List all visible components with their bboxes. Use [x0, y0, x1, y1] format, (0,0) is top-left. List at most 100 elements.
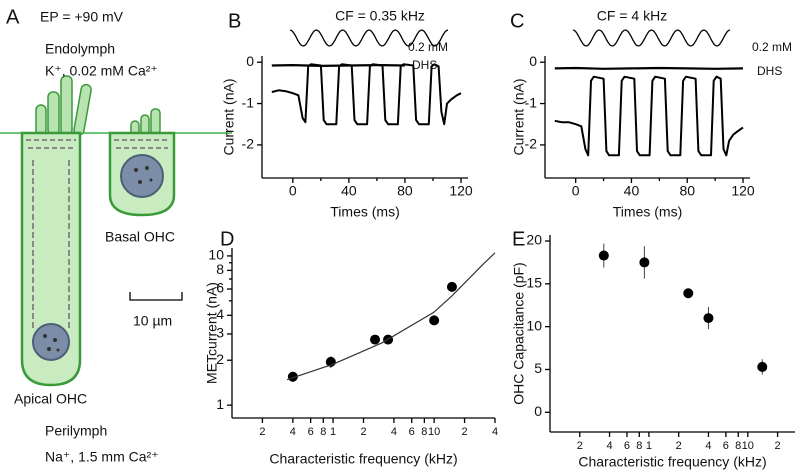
y-tick-label: 10: [526, 317, 542, 333]
x-tick-label: 2: [775, 440, 781, 452]
scale-label: 10 µm: [133, 313, 172, 329]
current-trace: [554, 75, 744, 157]
x-tick-label: 8: [636, 440, 642, 452]
y-tick-label: 6: [216, 280, 224, 296]
cuticular-plate: [114, 139, 170, 149]
annotation: 0.2 mM: [408, 40, 448, 54]
annotation: 0.2 mM: [752, 40, 792, 54]
panel-label: C: [510, 10, 524, 32]
apical-label: Apical OHC: [14, 391, 87, 407]
y-tick-label: 5: [534, 360, 542, 376]
x-tick-label: 4: [391, 426, 397, 438]
x-tick-label: 80: [679, 183, 695, 199]
data-point: [370, 334, 381, 345]
x-tick-label: 4: [492, 426, 498, 438]
panel-label: E: [512, 228, 525, 250]
x-tick-label: 2: [577, 440, 583, 452]
x-axis-label: Times (ms): [613, 204, 682, 220]
x-tick-label: 8: [320, 426, 326, 438]
dhs-trace: [554, 66, 744, 70]
x-tick-label: 1: [330, 426, 336, 438]
y-tick-label: 15: [526, 275, 542, 291]
y-tick-label: 2: [216, 351, 224, 367]
x-tick-label: 6: [409, 426, 415, 438]
fit-line: [286, 252, 496, 381]
y-tick-label: 0: [534, 403, 542, 419]
y-axis-label: METcurrent (nA): [204, 282, 220, 384]
data-point: [683, 288, 694, 299]
x-tick-label: 8: [735, 440, 741, 452]
y-tick-label: 10: [208, 247, 224, 263]
y-tick-label: 0: [529, 53, 537, 69]
x-axis-label: Characteristic frequency (kHz): [578, 454, 766, 470]
data-point: [639, 257, 650, 268]
panel-label: B: [228, 10, 241, 32]
stimulus: [572, 29, 731, 47]
x-tick-label: 2: [462, 426, 468, 438]
y-tick-label: 3: [216, 325, 224, 341]
x-tick-label: 10: [428, 426, 440, 438]
panel-label: A: [6, 6, 20, 28]
perilymph-ions: Na⁺, 1.5 mm Ca²⁺: [45, 449, 159, 465]
y-tick-label: 4: [216, 306, 224, 322]
y-tick-label: -2: [242, 136, 255, 152]
y-tick-label: -2: [525, 136, 538, 152]
dhs-trace: [271, 63, 405, 67]
x-tick-label: 1: [646, 440, 652, 452]
panel-title: CF = 4 kHz: [597, 8, 667, 24]
data-point: [703, 313, 714, 324]
data-point: [757, 361, 768, 372]
x-tick-label: 40: [341, 183, 357, 199]
apical-nucleus: [32, 323, 70, 361]
x-tick-label: 2: [360, 426, 366, 438]
data-point: [287, 371, 298, 382]
data-point: [598, 250, 609, 261]
y-tick-label: 0: [246, 53, 254, 69]
y-axis-label: Current (nA): [221, 78, 237, 155]
basal-label: Basal OHC: [105, 229, 175, 245]
x-tick-label: 8: [421, 426, 427, 438]
y-tick-label: -1: [242, 94, 255, 110]
hair-bundle: [35, 75, 161, 136]
x-tick-label: 2: [259, 426, 265, 438]
x-tick-label: 6: [308, 426, 314, 438]
current-trace: [271, 63, 462, 126]
x-axis-label: Times (ms): [330, 204, 399, 220]
x-tick-label: 0: [289, 183, 297, 199]
y-tick-label: 1: [216, 396, 224, 412]
y-axis-label: Current (nA): [511, 78, 527, 155]
x-tick-label: 80: [397, 183, 413, 199]
x-tick-label: 0: [572, 183, 580, 199]
stimulus: [289, 29, 449, 47]
ep-label: EP = +90 mV: [40, 9, 124, 25]
panel-label: D: [220, 228, 234, 250]
x-tick-label: 120: [449, 183, 473, 199]
nucleus-dots: [43, 166, 153, 352]
x-tick-label: 4: [705, 440, 711, 452]
x-tick-label: 4: [606, 440, 612, 452]
data-point: [429, 315, 440, 326]
x-axis-label: Characteristic frequency (kHz): [269, 451, 457, 467]
y-tick-label: 20: [526, 232, 542, 248]
annotation: DHS: [757, 64, 782, 78]
y-axis-label: OHC Capacitance (pF): [511, 262, 527, 404]
cisternae: [32, 160, 70, 330]
x-tick-label: 6: [723, 440, 729, 452]
basal-nucleus: [120, 154, 164, 198]
x-tick-label: 120: [731, 183, 755, 199]
x-tick-label: 40: [624, 183, 640, 199]
endolymph-ions: K⁺, 0.02 mM Ca²⁺: [45, 63, 158, 79]
data-point: [446, 281, 457, 292]
x-tick-label: 4: [290, 426, 296, 438]
cuticular-plate: [26, 139, 76, 149]
y-tick-label: -1: [525, 94, 538, 110]
x-tick-label: 6: [624, 440, 630, 452]
perilymph-label: Perilymph: [45, 423, 107, 439]
panel-title: CF = 0.35 kHz: [335, 8, 425, 24]
endolymph-label: Endolymph: [45, 41, 115, 57]
x-tick-label: 2: [676, 440, 682, 452]
apical-ohc: [20, 131, 82, 387]
x-tick-label: 10: [742, 440, 754, 452]
scale-bar: [129, 292, 183, 301]
